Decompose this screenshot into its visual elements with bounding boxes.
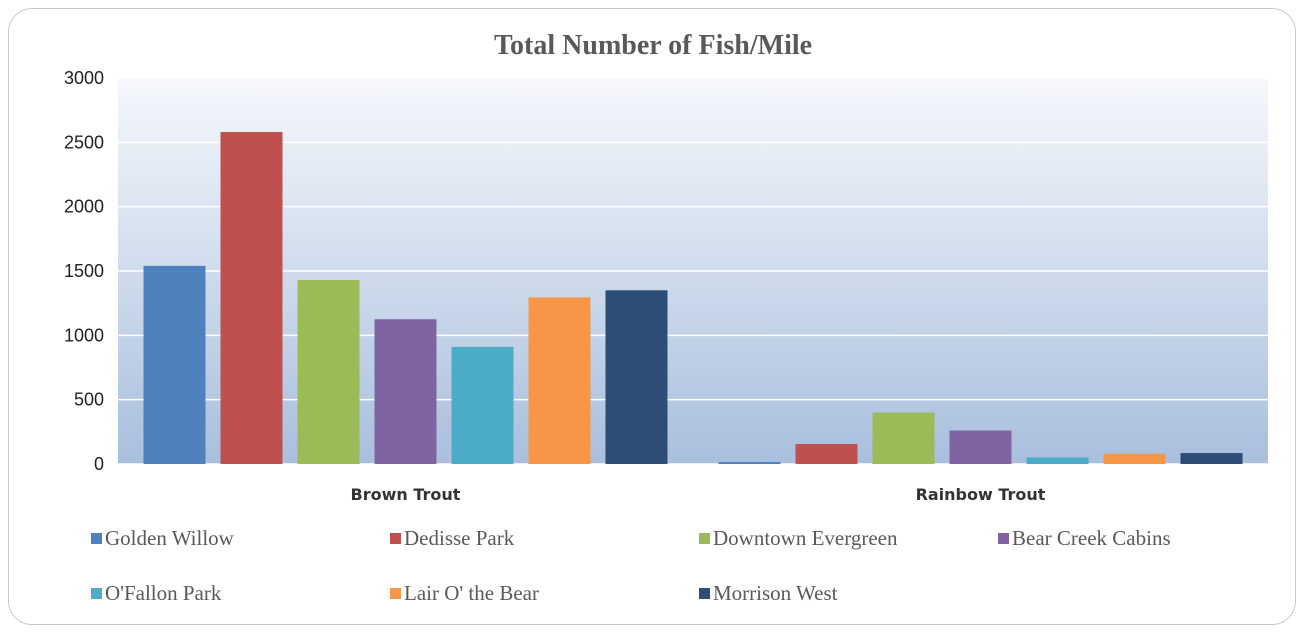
legend-item: Morrison West (699, 581, 838, 606)
bar (1026, 457, 1089, 464)
x-category-label: Rainbow Trout (916, 485, 1046, 504)
y-tick-label: 3000 (64, 68, 104, 88)
x-category-label: Brown Trout (351, 485, 461, 504)
bar (528, 297, 591, 464)
legend-label: Dedisse Park (404, 526, 515, 550)
bar (220, 132, 283, 465)
y-tick-label: 1500 (64, 261, 104, 281)
bar (605, 290, 668, 464)
legend-swatch (998, 533, 1009, 544)
y-tick-label: 500 (74, 390, 104, 410)
legend-label: Morrison West (713, 581, 838, 605)
legend-label: Bear Creek Cabins (1012, 526, 1171, 550)
legend-swatch (91, 588, 102, 599)
y-tick-label: 2500 (64, 132, 104, 152)
legend-swatch (390, 588, 401, 599)
legend-swatch (699, 533, 710, 544)
bar (949, 430, 1012, 464)
legend-swatch (91, 533, 102, 544)
legend-label: Downtown Evergreen (713, 526, 898, 550)
bar (297, 280, 360, 464)
legend-label: Golden Willow (105, 526, 234, 550)
legend-label: O'Fallon Park (105, 581, 222, 605)
y-tick-label: 0 (94, 454, 104, 474)
legend-label: Lair O' the Bear (404, 581, 539, 605)
bar (451, 346, 514, 464)
legend-item: O'Fallon Park (91, 581, 221, 606)
legend-item: Bear Creek Cabins (998, 526, 1171, 551)
legend-swatch (390, 533, 401, 544)
legend-item: Golden Willow (91, 526, 234, 551)
bar (374, 319, 437, 464)
legend-item: Dedisse Park (390, 526, 514, 551)
bar (872, 412, 935, 464)
bar (795, 444, 858, 464)
y-tick-label: 1000 (64, 325, 104, 345)
legend-swatch (699, 588, 710, 599)
bar (1103, 453, 1166, 464)
bar (1180, 453, 1243, 464)
y-tick-label: 2000 (64, 197, 104, 217)
legend-item: Downtown Evergreen (699, 526, 897, 551)
bar (143, 265, 206, 464)
legend-item: Lair O' the Bear (390, 581, 539, 606)
bar (718, 462, 781, 464)
chart-title: Total Number of Fish/Mile (493, 30, 813, 61)
